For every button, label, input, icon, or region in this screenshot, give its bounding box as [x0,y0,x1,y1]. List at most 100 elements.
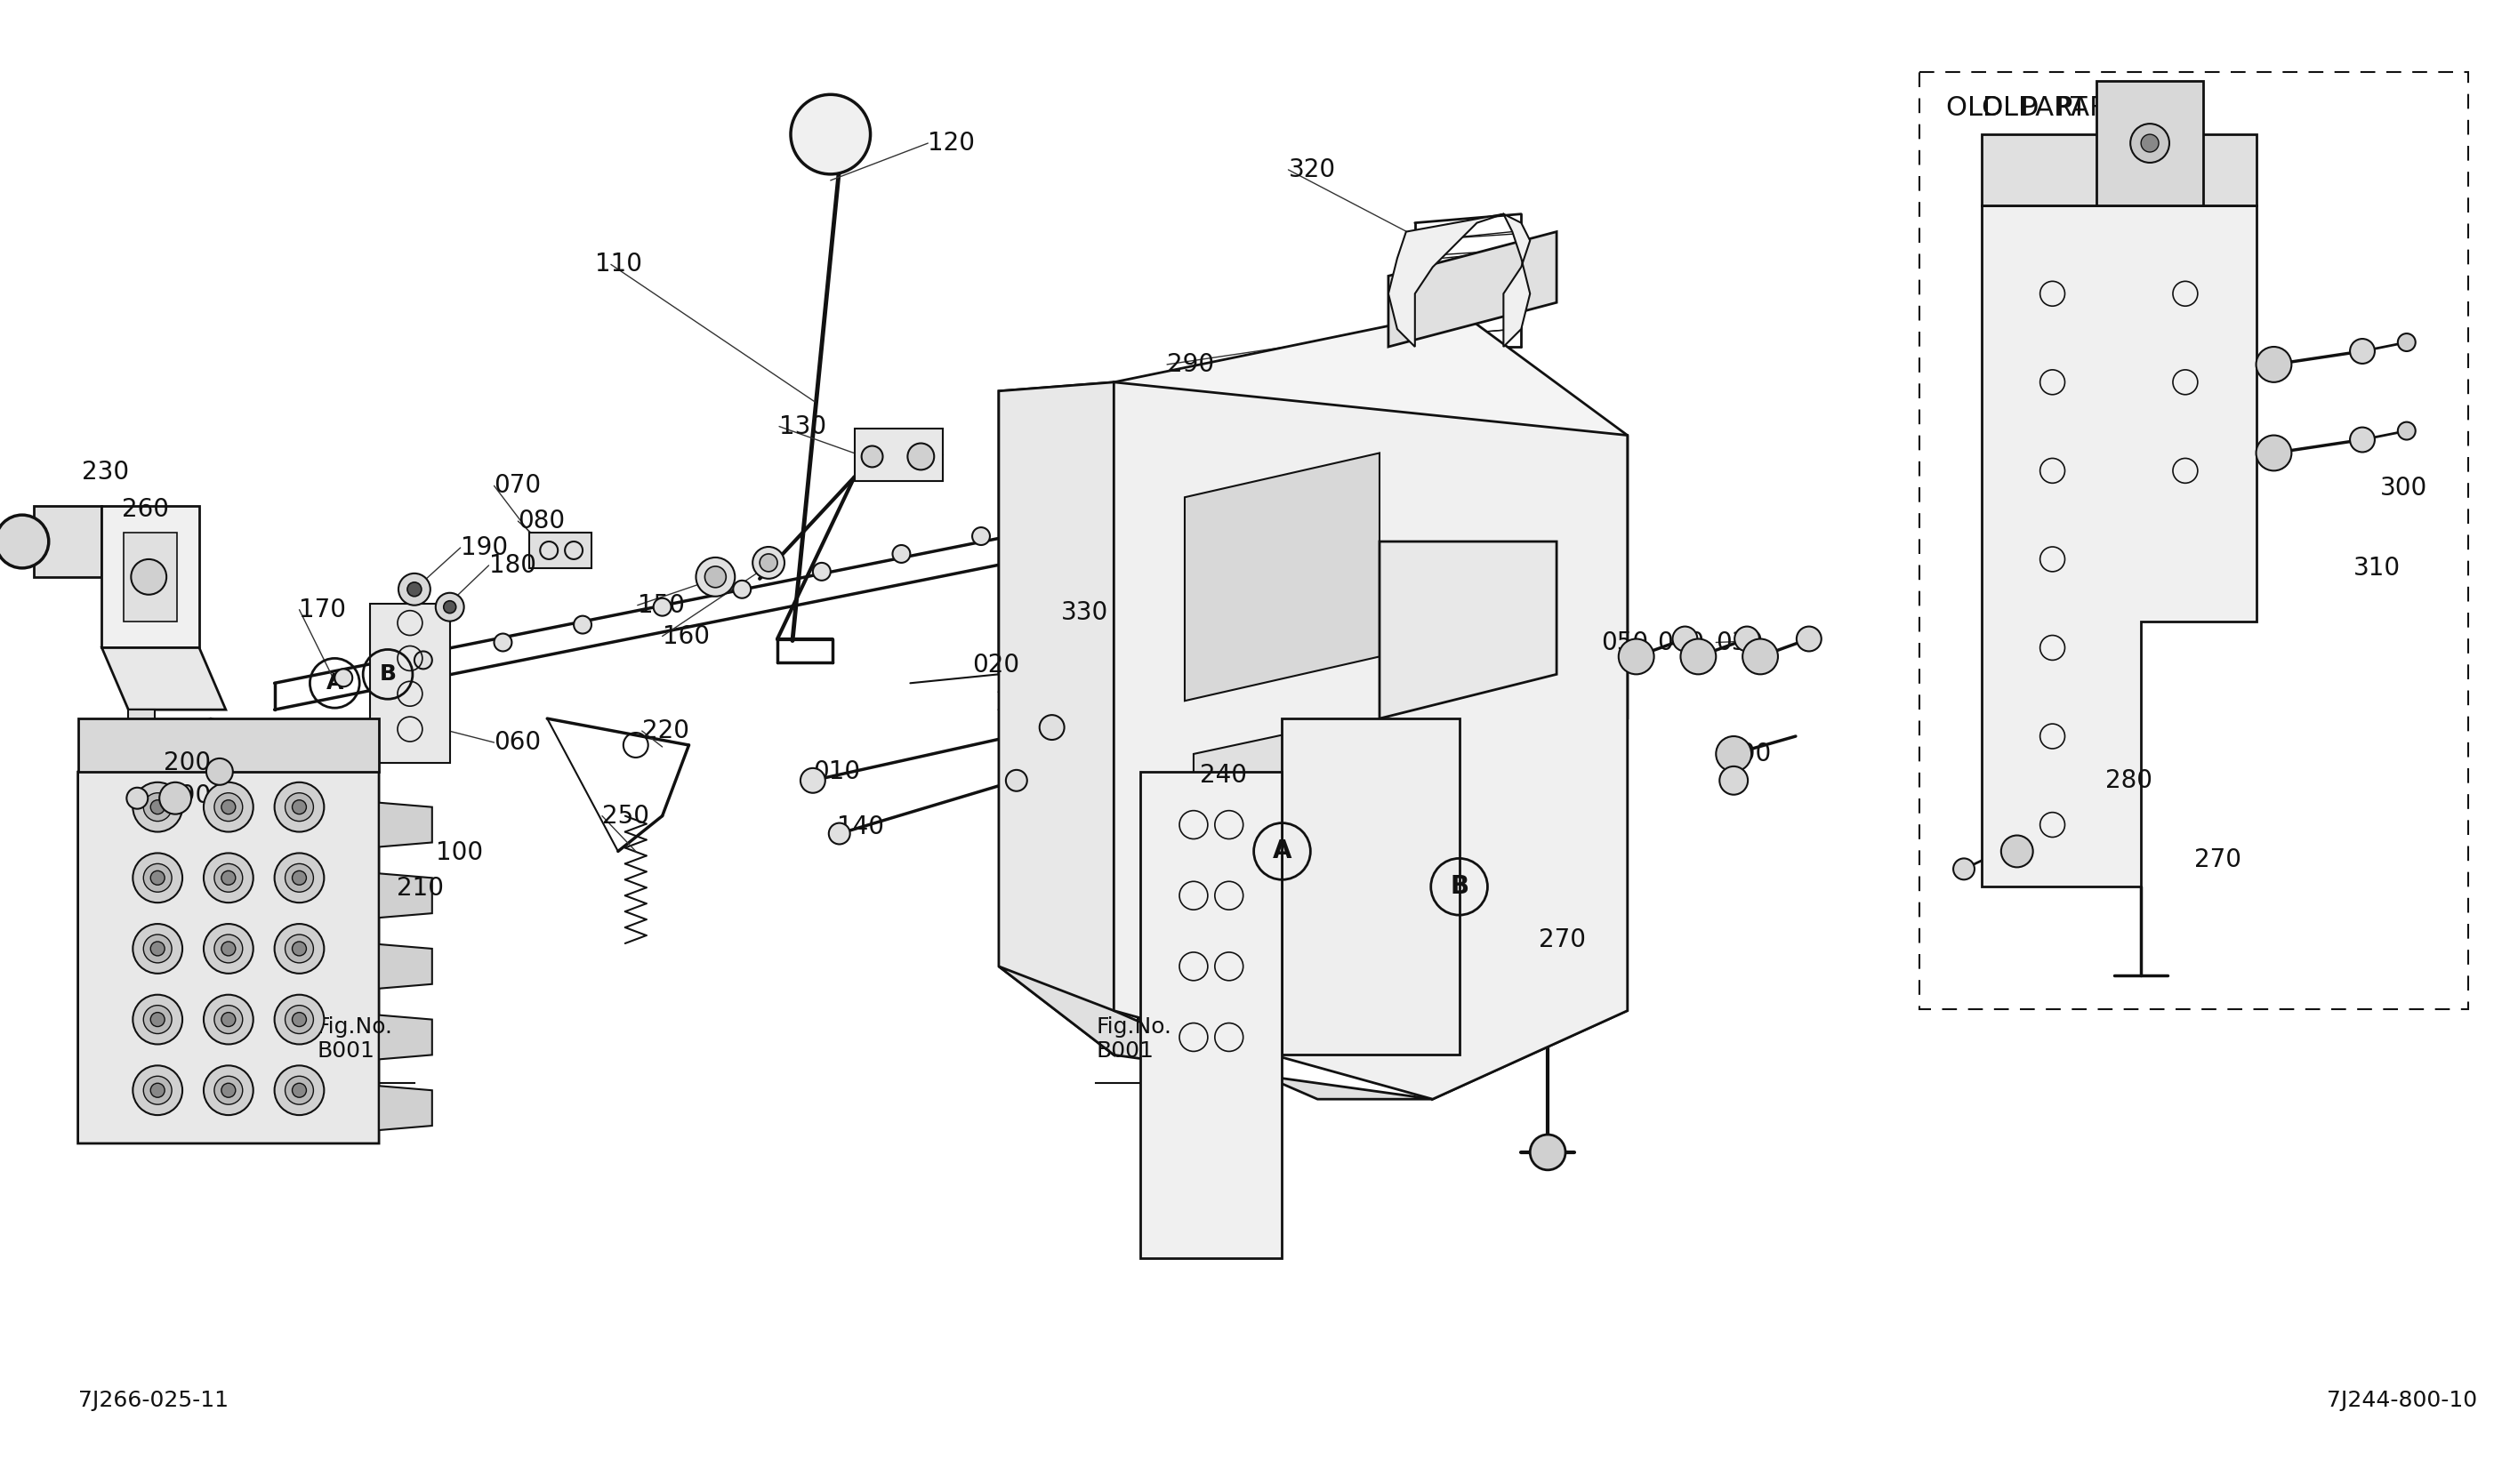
Circle shape [286,1076,314,1104]
Text: 070: 070 [494,473,542,499]
Polygon shape [1388,214,1531,347]
Circle shape [221,871,236,884]
Polygon shape [999,383,1114,1055]
Text: 310: 310 [2354,555,2400,580]
Circle shape [334,669,351,687]
Circle shape [291,942,306,956]
Text: 130: 130 [778,414,826,439]
Polygon shape [1283,718,1458,1055]
Circle shape [1719,766,1747,794]
Circle shape [909,444,934,470]
Circle shape [705,567,725,588]
Circle shape [274,853,324,902]
Text: 100: 100 [437,840,482,865]
Circle shape [133,994,183,1045]
Circle shape [494,634,512,651]
Text: OLD  PART: OLD PART [1945,95,2088,120]
Polygon shape [1195,727,1318,843]
Polygon shape [530,533,592,568]
Circle shape [1619,640,1654,674]
Text: 120: 120 [929,131,974,156]
Text: 040: 040 [1657,631,1704,654]
Circle shape [733,580,750,598]
Circle shape [2397,334,2415,352]
Circle shape [274,1066,324,1114]
Circle shape [291,1012,306,1027]
Circle shape [213,935,243,963]
Circle shape [203,1066,254,1114]
Text: 300: 300 [1724,742,1772,766]
Polygon shape [1980,205,2256,887]
Text: 320: 320 [1288,157,1335,183]
Circle shape [894,545,911,562]
Circle shape [753,546,786,579]
Text: 7J266-025-11: 7J266-025-11 [78,1389,228,1411]
Circle shape [761,554,778,571]
Circle shape [291,1083,306,1097]
Polygon shape [1980,135,2256,205]
Text: 220: 220 [643,718,690,743]
Polygon shape [379,1086,432,1131]
Circle shape [286,864,314,892]
Circle shape [286,792,314,821]
Circle shape [213,792,243,821]
Text: 150: 150 [638,592,685,617]
Text: 010: 010 [813,760,861,784]
Circle shape [286,1005,314,1034]
Text: OLD  PART: OLD PART [1980,95,2123,120]
Circle shape [221,1083,236,1097]
Circle shape [133,853,183,902]
Circle shape [1007,770,1027,791]
Text: 110: 110 [595,252,643,278]
Circle shape [1682,640,1717,674]
Text: 280: 280 [2106,769,2154,792]
Circle shape [2141,135,2159,151]
Text: 080: 080 [517,509,565,534]
Polygon shape [103,506,198,647]
Circle shape [575,616,592,634]
Circle shape [1531,1135,1566,1169]
Circle shape [2256,347,2292,383]
Circle shape [274,994,324,1045]
Circle shape [131,559,166,595]
Circle shape [1742,640,1777,674]
Polygon shape [103,647,226,709]
Polygon shape [128,709,156,754]
Text: 140: 140 [836,815,884,838]
Text: 330: 330 [1062,600,1107,625]
Text: A: A [326,672,344,695]
Polygon shape [999,966,1433,1100]
Polygon shape [379,1015,432,1060]
Circle shape [133,925,183,974]
Circle shape [133,782,183,833]
Circle shape [2131,123,2169,163]
Polygon shape [2096,82,2204,205]
Text: 030: 030 [1717,631,1765,654]
Circle shape [828,824,851,844]
Polygon shape [1185,453,1380,700]
Circle shape [203,994,254,1045]
Circle shape [0,515,48,568]
Polygon shape [369,604,449,763]
Text: 050: 050 [1601,631,1649,654]
Circle shape [274,925,324,974]
Circle shape [274,782,324,833]
Circle shape [2000,835,2033,867]
Text: 160: 160 [663,623,710,649]
Circle shape [206,758,233,785]
Circle shape [1953,858,1975,880]
Text: 270: 270 [1539,928,1586,953]
Text: B: B [1451,874,1468,899]
Circle shape [2349,338,2374,364]
Polygon shape [379,874,432,917]
Text: 230: 230 [80,460,128,485]
Polygon shape [853,429,944,481]
Circle shape [151,942,166,956]
Polygon shape [78,718,379,1143]
Text: 300: 300 [2379,476,2427,502]
Circle shape [1039,715,1064,741]
Circle shape [213,1076,243,1104]
Circle shape [143,792,171,821]
Text: 7J244-800-10: 7J244-800-10 [2327,1389,2477,1411]
Circle shape [1734,626,1760,651]
